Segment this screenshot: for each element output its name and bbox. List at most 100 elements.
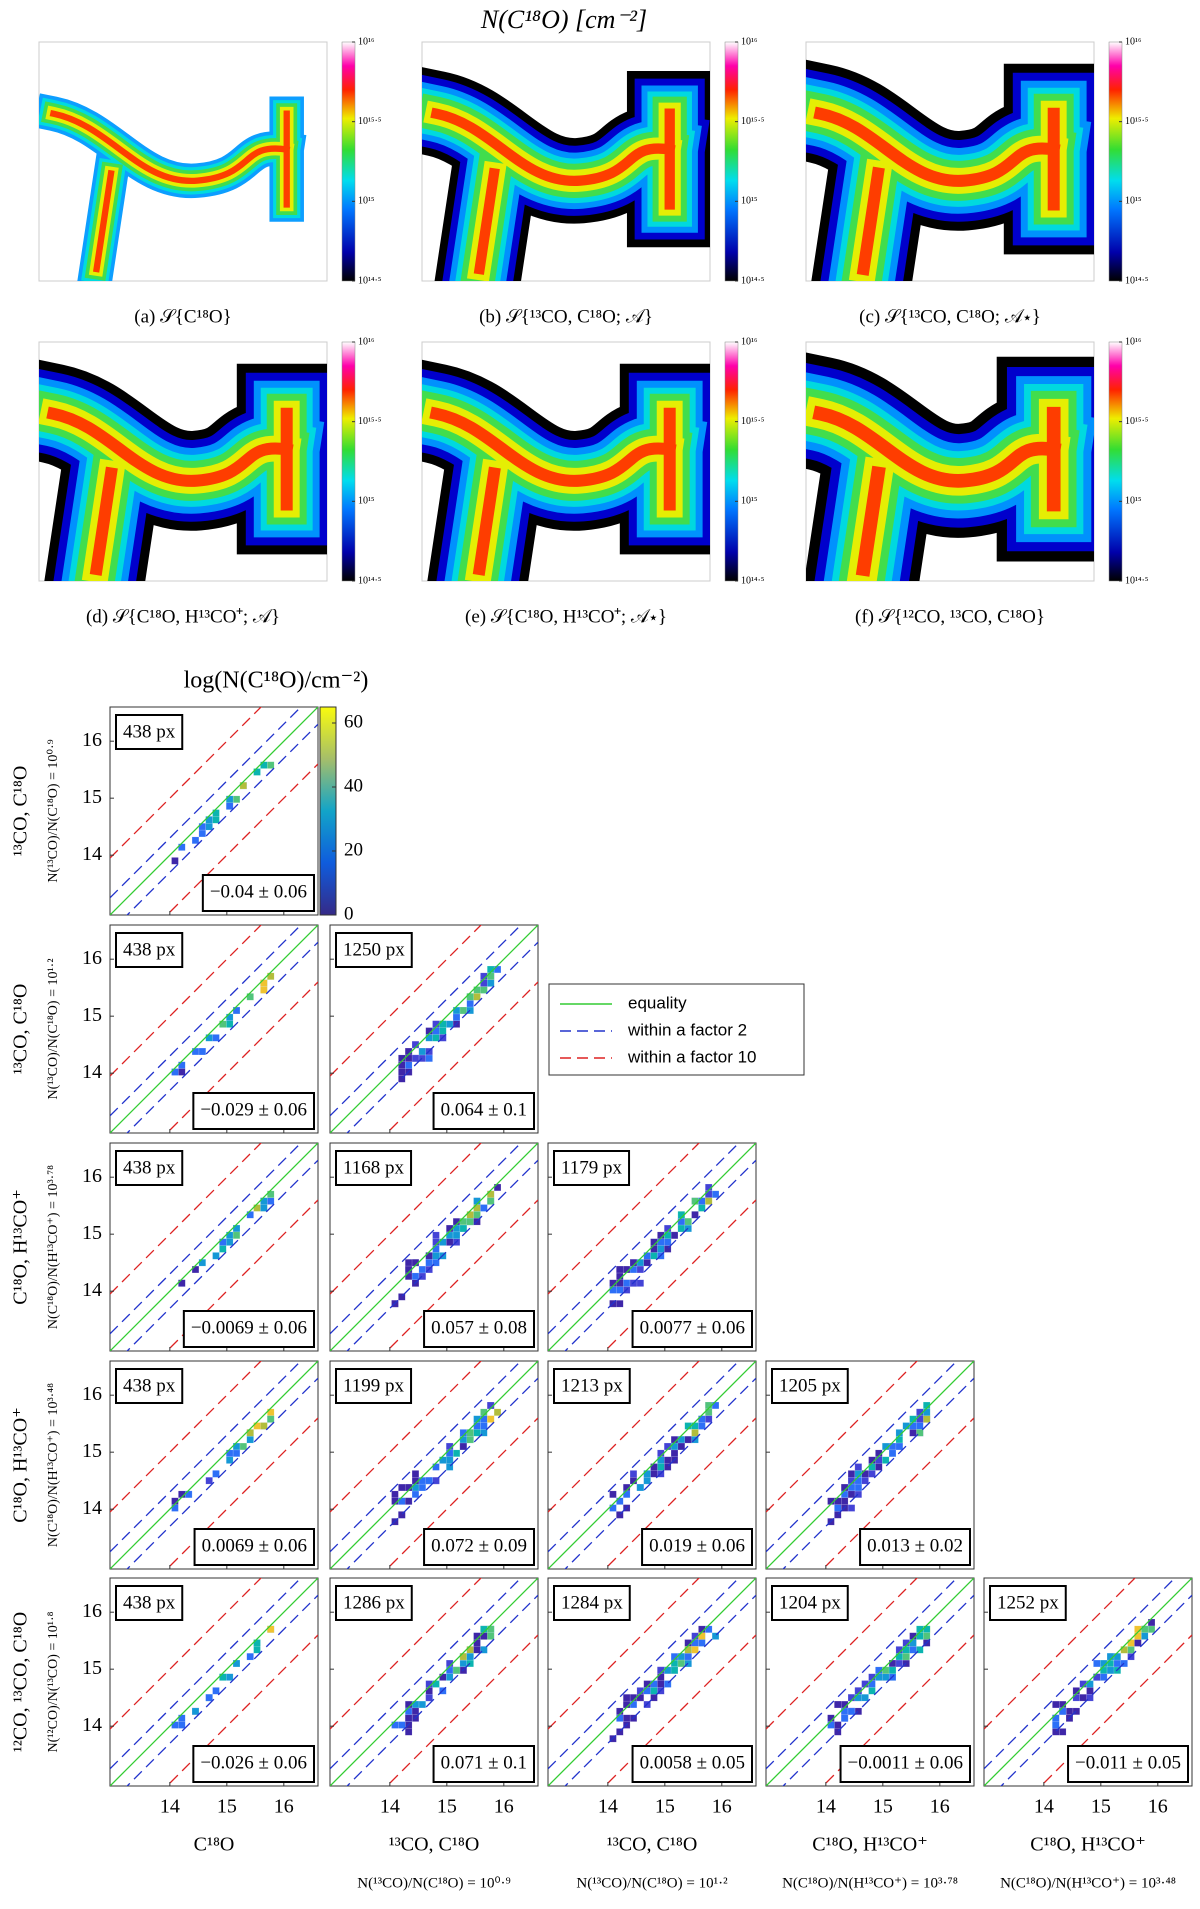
factor-line bbox=[822, 1634, 974, 1786]
hist-cell bbox=[705, 1415, 713, 1423]
hist-cell bbox=[466, 1436, 474, 1444]
hist-cell bbox=[226, 1456, 234, 1464]
hist-cell bbox=[466, 1653, 474, 1661]
x-tick-label: 14 bbox=[598, 1796, 618, 1818]
hist-cell bbox=[432, 1252, 440, 1260]
stat-box bbox=[839, 1745, 971, 1783]
stat-box bbox=[432, 1092, 535, 1130]
hist-cell bbox=[212, 1252, 220, 1260]
pixel-count: 1179 px bbox=[561, 1157, 623, 1178]
hist-cell bbox=[418, 1700, 426, 1709]
hist-cell bbox=[226, 1673, 234, 1681]
factor-line bbox=[110, 1578, 302, 1770]
hist-cell bbox=[698, 1639, 706, 1647]
colorbar-tick-label: 10¹⁵ bbox=[358, 196, 374, 207]
equality-line bbox=[110, 925, 318, 1133]
panel-area bbox=[548, 1578, 756, 1786]
panel-area bbox=[110, 1361, 318, 1569]
colorbar-tick-label: 10¹⁵·⁵ bbox=[1125, 416, 1148, 427]
hist-cell bbox=[616, 1300, 624, 1308]
hist-cell bbox=[698, 1204, 706, 1212]
x-tick-label: 15 bbox=[1091, 1796, 1111, 1818]
hist-cell bbox=[616, 1728, 624, 1736]
colorbar bbox=[341, 341, 356, 582]
hist-cell bbox=[623, 1714, 631, 1722]
map-area bbox=[806, 352, 1094, 581]
hist-cell bbox=[246, 1436, 254, 1444]
equality-line bbox=[766, 1361, 974, 1569]
map-caption: (e) 𝒮{C¹⁸O, H¹³CO⁺; 𝒜⋆} bbox=[465, 606, 667, 627]
column-label: N(C¹⁸O)/N(H¹³CO⁺) = 10³·⁷⁸ bbox=[782, 1875, 958, 1891]
pixel-count: 438 px bbox=[123, 939, 176, 960]
hist-cell bbox=[664, 1680, 672, 1688]
hist-cell bbox=[854, 1483, 862, 1492]
hist-cell bbox=[398, 1068, 406, 1076]
stat-box bbox=[859, 1528, 971, 1566]
y-tick-label: 14 bbox=[82, 1497, 102, 1519]
hist-cell bbox=[473, 1211, 481, 1219]
hist-cell bbox=[684, 1653, 692, 1661]
colorbar bbox=[724, 341, 739, 582]
pixel-box bbox=[115, 1368, 184, 1404]
hist-cell bbox=[691, 1646, 699, 1654]
hist-cell bbox=[705, 1197, 713, 1205]
factor-line bbox=[346, 1594, 538, 1786]
colorbar-tick-label: 10¹⁶ bbox=[1125, 336, 1142, 347]
hist-cell bbox=[650, 1470, 658, 1478]
hist-cell bbox=[439, 1027, 447, 1035]
colorbar-tick-label: 10¹⁴·⁵ bbox=[741, 275, 764, 286]
hist-cell bbox=[623, 1279, 631, 1287]
hist-cell bbox=[670, 1231, 679, 1239]
factor-line bbox=[782, 1377, 974, 1569]
map-caption: (c) 𝒮{¹³CO, C¹⁸O; 𝒜⋆} bbox=[859, 306, 1041, 327]
offset-stat: −0.029 ± 0.06 bbox=[200, 1099, 307, 1120]
legend-box bbox=[548, 983, 805, 1076]
factor-line bbox=[126, 941, 318, 1133]
factor-line bbox=[1000, 1594, 1192, 1786]
panel-area bbox=[330, 925, 538, 1133]
hist-cell bbox=[405, 1061, 413, 1069]
column-label: ¹³CO, C¹⁸O bbox=[607, 1834, 698, 1856]
colorbar-tick-label: 10¹⁴·⁵ bbox=[741, 575, 764, 586]
offset-stat: 0.0069 ± 0.06 bbox=[202, 1535, 307, 1556]
hist-cell bbox=[239, 1442, 247, 1451]
hist-cell bbox=[446, 1673, 454, 1681]
hist-cell bbox=[875, 1463, 883, 1471]
factor-line bbox=[166, 1634, 318, 1786]
panel-area bbox=[766, 1578, 974, 1786]
hist-cell bbox=[260, 1422, 268, 1430]
y-tick-label: 15 bbox=[82, 1004, 102, 1026]
hist-cell bbox=[1147, 1625, 1156, 1633]
pixel-box bbox=[771, 1368, 849, 1404]
hist-cell bbox=[452, 1666, 461, 1674]
hist-cell bbox=[418, 1265, 426, 1274]
pixel-box bbox=[335, 932, 413, 968]
equality-line bbox=[330, 925, 538, 1133]
grid-title: log(N(C¹⁸O)/cm⁻²) bbox=[184, 668, 369, 694]
hist-cell bbox=[205, 1477, 213, 1485]
pixel-count: 1168 px bbox=[343, 1157, 405, 1178]
hist-cell bbox=[425, 1259, 433, 1267]
factor-line bbox=[604, 1417, 756, 1569]
equality-line bbox=[110, 707, 318, 915]
x-tick-label: 14 bbox=[816, 1796, 836, 1818]
column-label: N(C¹⁸O)/N(H¹³CO⁺) = 10³·⁴⁸ bbox=[1000, 1875, 1176, 1891]
colorbar-tick-label: 10¹⁵ bbox=[1125, 496, 1141, 507]
panel-area bbox=[330, 1578, 538, 1786]
hist-cell bbox=[480, 1422, 488, 1430]
hist-cell bbox=[171, 857, 179, 865]
hist-cell bbox=[861, 1694, 869, 1702]
pixel-count: 438 px bbox=[123, 721, 176, 742]
hist-cell bbox=[616, 1286, 624, 1294]
colorbar-tick-label: 10¹⁶ bbox=[741, 336, 758, 347]
panel-area bbox=[330, 1143, 538, 1351]
map-caption: (a) 𝒮{C¹⁸O} bbox=[134, 306, 232, 327]
y-tick-label: 14 bbox=[82, 1279, 102, 1301]
hist-cell bbox=[232, 1449, 241, 1457]
map-area bbox=[422, 359, 710, 581]
hist-cell bbox=[473, 1429, 481, 1437]
pixel-box bbox=[553, 1368, 631, 1404]
legend-label: within a factor 2 bbox=[627, 1020, 747, 1039]
legend: equality within a factor 2 within a factor… bbox=[548, 983, 805, 1076]
pixel-count: 438 px bbox=[123, 1592, 176, 1613]
